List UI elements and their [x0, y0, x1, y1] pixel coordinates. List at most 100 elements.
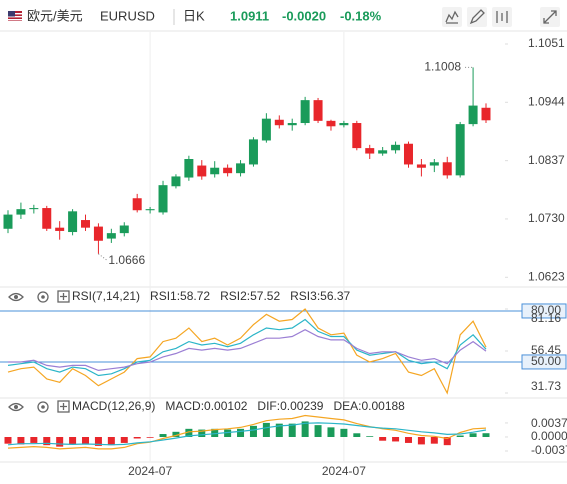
price-change: -0.0020: [282, 8, 326, 23]
macd-bar: [366, 436, 374, 437]
y-tick-label: 31.73: [531, 379, 561, 393]
macd-bar: [4, 437, 12, 444]
indicator-title: MACD(12,26,9): [72, 399, 155, 413]
level-label-box: [521, 354, 567, 370]
toolbar-indicator[interactable]: [492, 7, 512, 27]
toolbar-draw[interactable]: [442, 7, 462, 27]
macd-settings-icon[interactable]: [37, 401, 49, 413]
macd-bar: [107, 437, 115, 446]
rsi-eye-icon[interactable]: [8, 292, 24, 302]
candle-body: [352, 123, 362, 149]
legend-entry: RSI3:56.37: [290, 289, 350, 303]
candle-body: [403, 143, 413, 165]
macd-eye-icon[interactable]: [8, 402, 24, 412]
toolbar-pen[interactable]: [467, 7, 487, 27]
period[interactable]: 日K: [183, 8, 205, 23]
candle-body: [81, 220, 91, 228]
candle-body: [93, 226, 103, 241]
symbol: EURUSD: [100, 8, 155, 23]
candle-body: [481, 107, 491, 121]
indicator-line: [7, 422, 487, 446]
candle-body: [416, 164, 426, 168]
candle-body: [145, 209, 155, 211]
y-tick-label: 1.0837: [528, 153, 565, 167]
annotation-leader: [98, 253, 107, 261]
macd-bar: [198, 429, 206, 437]
macd-bar: [404, 437, 412, 443]
legend-entry: MACD:0.00102: [165, 399, 247, 413]
candle-body: [42, 208, 52, 229]
candle-body: [429, 162, 439, 166]
candle-body: [391, 144, 401, 151]
annotation: 1.1008: [424, 60, 461, 74]
candle-body: [274, 119, 284, 126]
legend-entry: DEA:0.00188: [333, 399, 405, 413]
y-tick-label: 81.16: [531, 311, 561, 325]
y-tick-label: 1.0944: [528, 94, 565, 108]
rsi-settings-icon[interactable]: [37, 291, 49, 303]
y-tick-label: 56.45: [531, 343, 561, 357]
macd-bar: [17, 437, 25, 445]
flag-icon: [8, 11, 22, 21]
macd-bar: [469, 433, 477, 437]
candle-body: [16, 209, 26, 215]
candle-body: [184, 159, 194, 178]
macd-bar: [456, 435, 464, 437]
candle-body: [300, 100, 310, 124]
macd-bar: [314, 425, 322, 437]
y-tick-label: -0.00377: [531, 443, 567, 457]
macd-bar: [353, 433, 361, 437]
macd-bar: [43, 437, 51, 446]
macd-bar: [443, 437, 451, 446]
level-label: 50.00: [531, 354, 561, 368]
macd-bar: [94, 437, 102, 446]
y-tick-label: 1.1051: [528, 36, 565, 50]
candle-body: [442, 162, 452, 176]
candle-body: [3, 214, 13, 229]
candle-body: [106, 233, 116, 239]
y-tick-label: 0.00379: [531, 416, 567, 430]
legend-entry: RSI1:58.72: [150, 289, 210, 303]
candle-body: [468, 105, 478, 125]
candle-body: [68, 211, 78, 233]
candle-body: [261, 118, 271, 141]
legend-entry: RSI2:57.52: [220, 289, 280, 303]
macd-bar: [159, 434, 167, 437]
candle-body: [55, 227, 65, 231]
y-tick-label: 1.0623: [528, 269, 565, 283]
macd-bar: [430, 437, 438, 444]
macd-bar: [30, 437, 38, 443]
macd-bar: [146, 437, 154, 438]
candle-body: [236, 163, 246, 174]
toolbar-fullscreen[interactable]: [540, 7, 560, 27]
macd-expand-icon[interactable]: [57, 400, 70, 413]
candle-body: [171, 176, 181, 187]
indicator-line: [7, 414, 487, 450]
indicator-line: [7, 318, 487, 377]
candle-body: [365, 148, 375, 154]
candle-body: [119, 225, 129, 234]
macd-bar: [275, 423, 283, 437]
macd-bar: [224, 429, 232, 437]
macd-bar: [82, 437, 90, 444]
macd-bar: [249, 425, 257, 437]
candle-body: [210, 167, 220, 175]
candle-body: [455, 124, 465, 176]
header: 欧元/美元 EURUSD 日K 1.0911 -0.0020 -0.18%: [8, 7, 560, 27]
macd-bar: [56, 437, 64, 447]
x-tick-label: 2024-07: [128, 464, 172, 478]
legend-entry: DIF:0.00239: [257, 399, 323, 413]
macd-bar: [482, 433, 490, 437]
macd-bar: [379, 437, 387, 441]
rsi-expand-icon[interactable]: [57, 290, 70, 303]
candle-body: [197, 165, 207, 177]
macd-bar: [133, 437, 141, 439]
candle-body: [339, 123, 349, 126]
macd-bar: [69, 437, 77, 445]
x-tick-label: 2024-07: [322, 464, 366, 478]
candle-body: [29, 208, 39, 210]
candle-body: [287, 123, 297, 126]
pair-name: 欧元/美元: [27, 8, 83, 23]
macd-bar: [392, 437, 400, 442]
macd-bar: [340, 428, 348, 437]
